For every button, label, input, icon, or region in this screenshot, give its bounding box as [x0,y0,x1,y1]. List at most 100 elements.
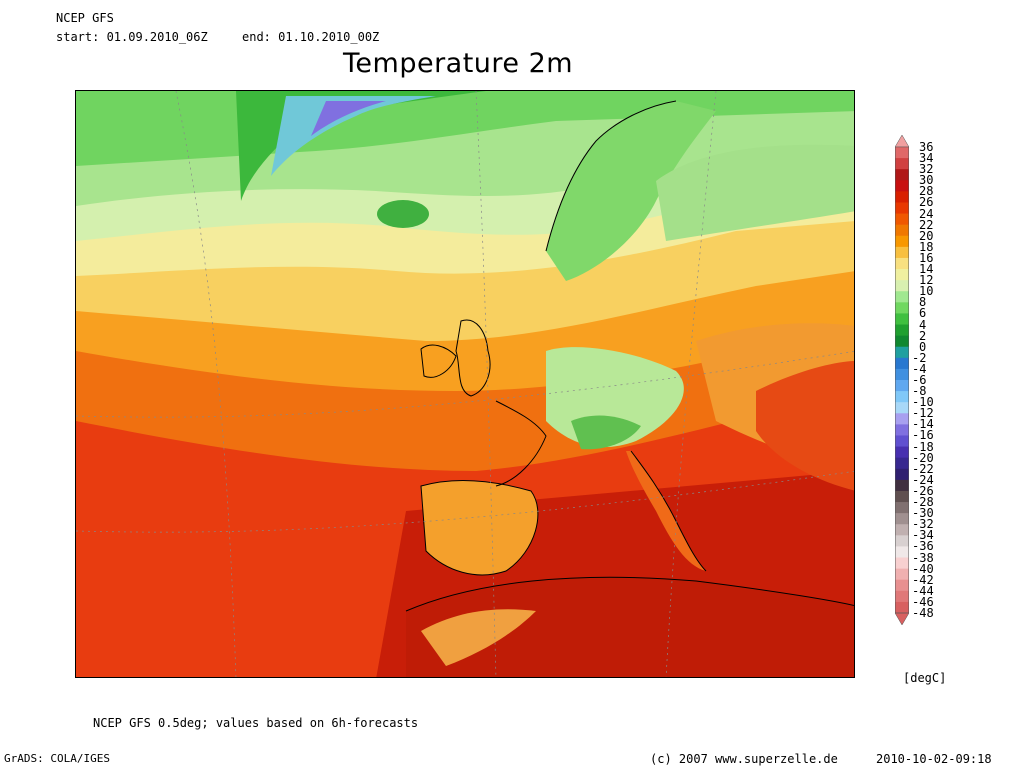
legend-label: 36 [919,140,934,154]
turkey-land [756,361,854,491]
footer-note: NCEP GFS 0.5deg; values based on 6h-fore… [93,716,419,730]
legend-label: -22 [912,461,934,476]
legend-swatch [895,213,909,226]
legend-swatch [895,413,909,425]
legend-label: 22 [919,217,934,232]
legend-swatch [895,202,909,215]
legend-swatch [895,502,909,514]
legend-colorbar [894,134,910,626]
legend-label: 28 [919,184,934,199]
legend-swatch [895,291,909,303]
legend-swatch [895,313,909,326]
legend-label: -24 [912,472,934,487]
legend-label: -18 [912,439,934,454]
legend-swatch [895,490,909,503]
legend-label: 10 [919,284,934,299]
legend-label: -46 [912,594,934,609]
greenland-ice-core [311,101,386,136]
grads-credit: GrADS: COLA/IGES [4,752,110,765]
color-legend [894,134,910,626]
legend-swatch [895,169,909,181]
scandinavia-land [546,101,716,281]
legend-label: -44 [912,583,934,598]
legend-swatch [895,546,909,559]
legend-label: -12 [912,406,934,421]
legend-label: -38 [912,550,934,565]
legend-label: -42 [912,572,934,587]
legend-label: 12 [919,273,934,288]
legend-swatch [895,402,909,414]
iberia-land [421,480,538,575]
legend-swatch [895,324,909,337]
legend-label: -48 [912,606,934,620]
legend-unit: [degC] [903,671,947,685]
temperature-map [75,90,855,678]
legend-swatch [895,446,909,459]
legend-label: 20 [919,228,934,243]
legend-label: 8 [919,295,927,310]
legend-label: -20 [912,450,934,465]
legend-swatch [895,224,909,237]
copyright: (c) 2007 www.superzelle.de [650,752,838,766]
legend-swatch [895,380,909,392]
legend-label: 34 [919,151,934,166]
legend-swatch [895,368,909,381]
legend-label: -8 [912,384,927,399]
legend-label: 26 [919,195,934,210]
legend-swatch [895,335,909,348]
legend-swatch [895,158,909,170]
legend-swatch [895,391,909,403]
legend-label: -36 [912,539,934,554]
legend-label: -32 [912,517,934,532]
north-africa-land [406,577,854,677]
legend-swatch [895,269,909,281]
legend-label: -4 [912,361,927,376]
legend-label: 2 [919,328,927,343]
legend-swatch [895,601,909,614]
legend-swatch [895,302,909,314]
italy-coast [630,450,707,572]
iberia-coast [420,480,539,576]
graticule-lon-3 [665,91,717,677]
end-time: end: 01.10.2010_00Z [242,30,380,44]
legend-swatch [895,590,909,603]
map-title: Temperature 2m [343,48,574,79]
legend-top-arrow [894,134,910,148]
legend-swatch [895,357,909,370]
norway-coast [545,100,677,252]
legend-label: -28 [912,495,934,510]
legend-label: 32 [919,162,934,177]
legend-swatch [895,524,909,536]
legend-label: -30 [912,506,934,521]
legend-swatch [895,557,909,570]
alps-highlands [571,415,641,450]
britain-coast [455,319,491,397]
legend-swatch [895,257,909,270]
legend-label: 18 [919,239,934,254]
legend-swatch [895,568,909,581]
finland-land [656,144,854,241]
legend-swatch [895,235,909,248]
legend-label: 0 [919,339,927,354]
france-coast [495,400,547,487]
africa-coast [405,576,854,612]
legend-swatch [895,191,909,203]
atlas-highlands [421,609,536,666]
legend-bottom-arrow [894,612,910,626]
legend-label: -34 [912,528,934,543]
legend-swatch [895,435,909,448]
ireland-coast [420,344,457,378]
coastlines [405,100,854,612]
legend-label: -10 [912,395,934,410]
legend-label: -26 [912,483,934,498]
greenland-cold-area [271,96,436,176]
legend-swatch [895,468,909,481]
legend-label: 30 [919,173,934,188]
legend-label: 14 [919,262,934,277]
legend-swatch [895,280,909,292]
legend-label: 16 [919,250,934,265]
legend-swatch [895,180,909,192]
legend-label: 4 [919,317,927,332]
legend-swatch [895,457,909,470]
legend-swatch [895,513,909,525]
